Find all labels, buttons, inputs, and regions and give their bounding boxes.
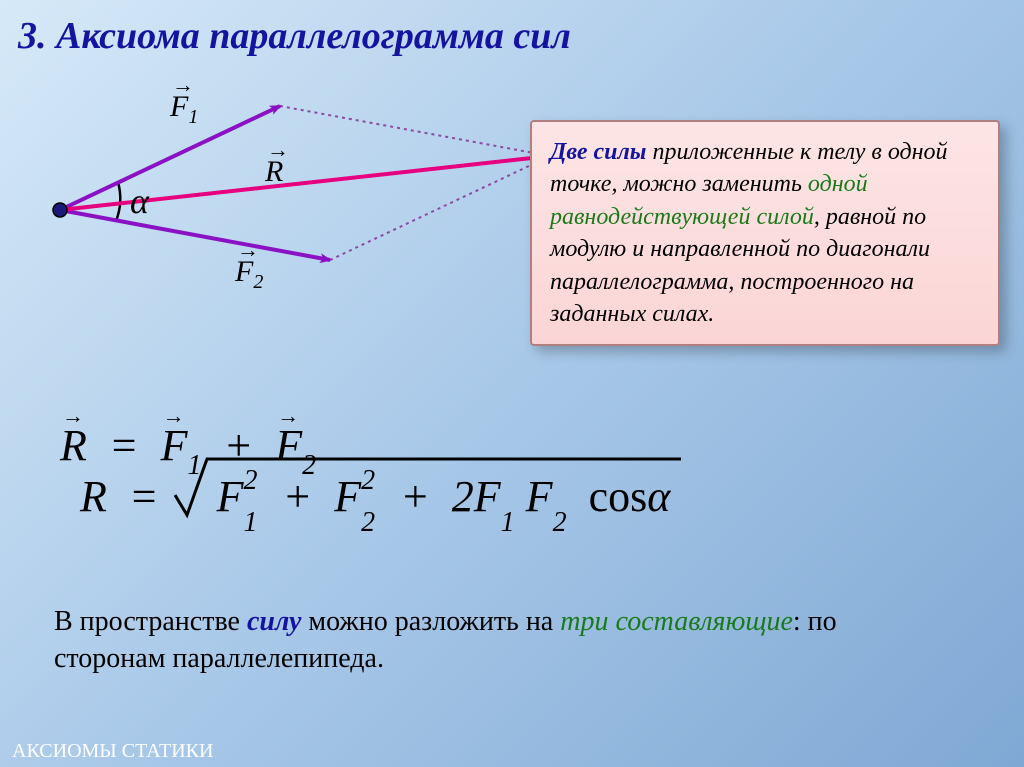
- em-force: силу: [247, 606, 301, 637]
- footer-sentence: В пространстве силу можно разложить на т…: [54, 604, 954, 677]
- label-f2: F2: [235, 255, 263, 294]
- slide-section-label: АКСИОМЫ СТАТИКИ: [0, 736, 225, 767]
- origin-point: [53, 203, 67, 217]
- page-title: 3. Аксиома параллелограмма сил: [18, 14, 571, 58]
- label-f1: F1: [170, 90, 198, 129]
- dotted-edge-top: [280, 106, 550, 156]
- ft1: В пространстве: [54, 606, 247, 637]
- label-alpha: α: [130, 180, 149, 222]
- force-parallelogram-diagram: F1 F2 R α: [20, 80, 520, 330]
- formulas-row: R = F1 + F2 R = F21 + F22 + 2F1 F2 cosα: [60, 420, 960, 560]
- vector-f2: [60, 210, 330, 260]
- ft3: можно разложить на: [301, 606, 560, 637]
- formula-magnitude: R = F21 + F22 + 2F1 F2 cosα: [80, 471, 670, 522]
- dotted-edge-bottom: [330, 156, 550, 260]
- axiom-description-box: Две силы приложенные к телу в одной точк…: [530, 120, 1000, 346]
- label-r: R: [265, 155, 283, 189]
- em-three-components: три составляющие: [560, 606, 793, 637]
- em-two-forces: Две силы: [550, 139, 646, 165]
- diagram-svg: [20, 80, 580, 330]
